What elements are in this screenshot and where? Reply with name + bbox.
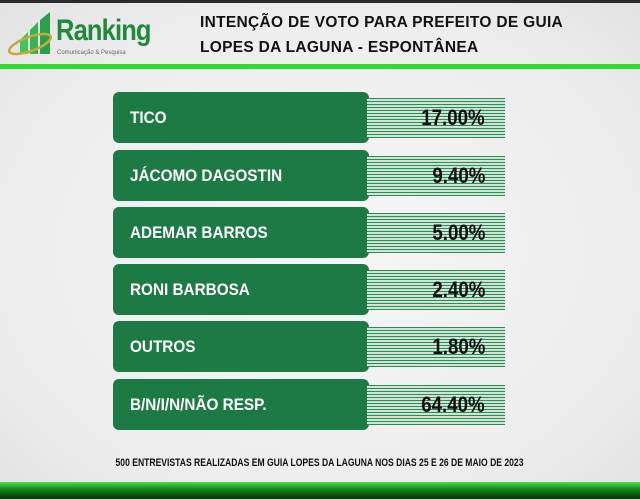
divider-line	[0, 64, 640, 69]
result-row: TICO 17.00%	[113, 92, 505, 143]
logo-bars-icon	[7, 12, 53, 56]
survey-footnote: 500 ENTREVISTAS REALIZADAS EM GUIA LOPES…	[116, 457, 524, 469]
candidate-label: B/N/I/N/NÃO RESP.	[113, 379, 369, 430]
result-row: RONI BARBOSA 2.40%	[113, 264, 505, 315]
title-line-1: INTENÇÃO DE VOTO PARA PREFEITO DE GUIA	[200, 14, 564, 31]
result-row: B/N/I/N/NÃO RESP. 64.40%	[113, 379, 505, 430]
top-bar	[0, 0, 640, 3]
result-row: JÁCOMO DAGOSTIN 9.40%	[113, 150, 505, 201]
bottom-bar	[0, 482, 640, 499]
candidate-value: 5.00%	[367, 213, 505, 253]
result-row: ADEMAR BARROS 5.00%	[113, 207, 505, 258]
ranking-logo: Ranking Comunicação & Pesquisa	[6, 10, 156, 58]
logo-tagline: Comunicação & Pesquisa	[57, 50, 126, 56]
candidate-value: 9.40%	[367, 156, 505, 196]
candidate-label: ADEMAR BARROS	[113, 207, 369, 258]
logo-text: Ranking	[56, 14, 152, 47]
candidate-label: OUTROS	[113, 321, 369, 372]
result-row: OUTROS 1.80%	[113, 321, 505, 372]
candidate-value: 1.80%	[367, 327, 505, 367]
candidate-value: 17.00%	[367, 98, 505, 138]
candidate-value: 2.40%	[367, 270, 505, 310]
candidate-label: TICO	[113, 92, 369, 143]
candidate-value: 64.40%	[367, 385, 505, 425]
page-title: INTENÇÃO DE VOTO PARA PREFEITO DE GUIA L…	[200, 10, 563, 60]
candidate-label: RONI BARBOSA	[113, 264, 369, 315]
candidate-label: JÁCOMO DAGOSTIN	[113, 150, 369, 201]
title-line-2: LOPES DA LAGUNA - ESPONTÂNEA	[200, 39, 479, 56]
